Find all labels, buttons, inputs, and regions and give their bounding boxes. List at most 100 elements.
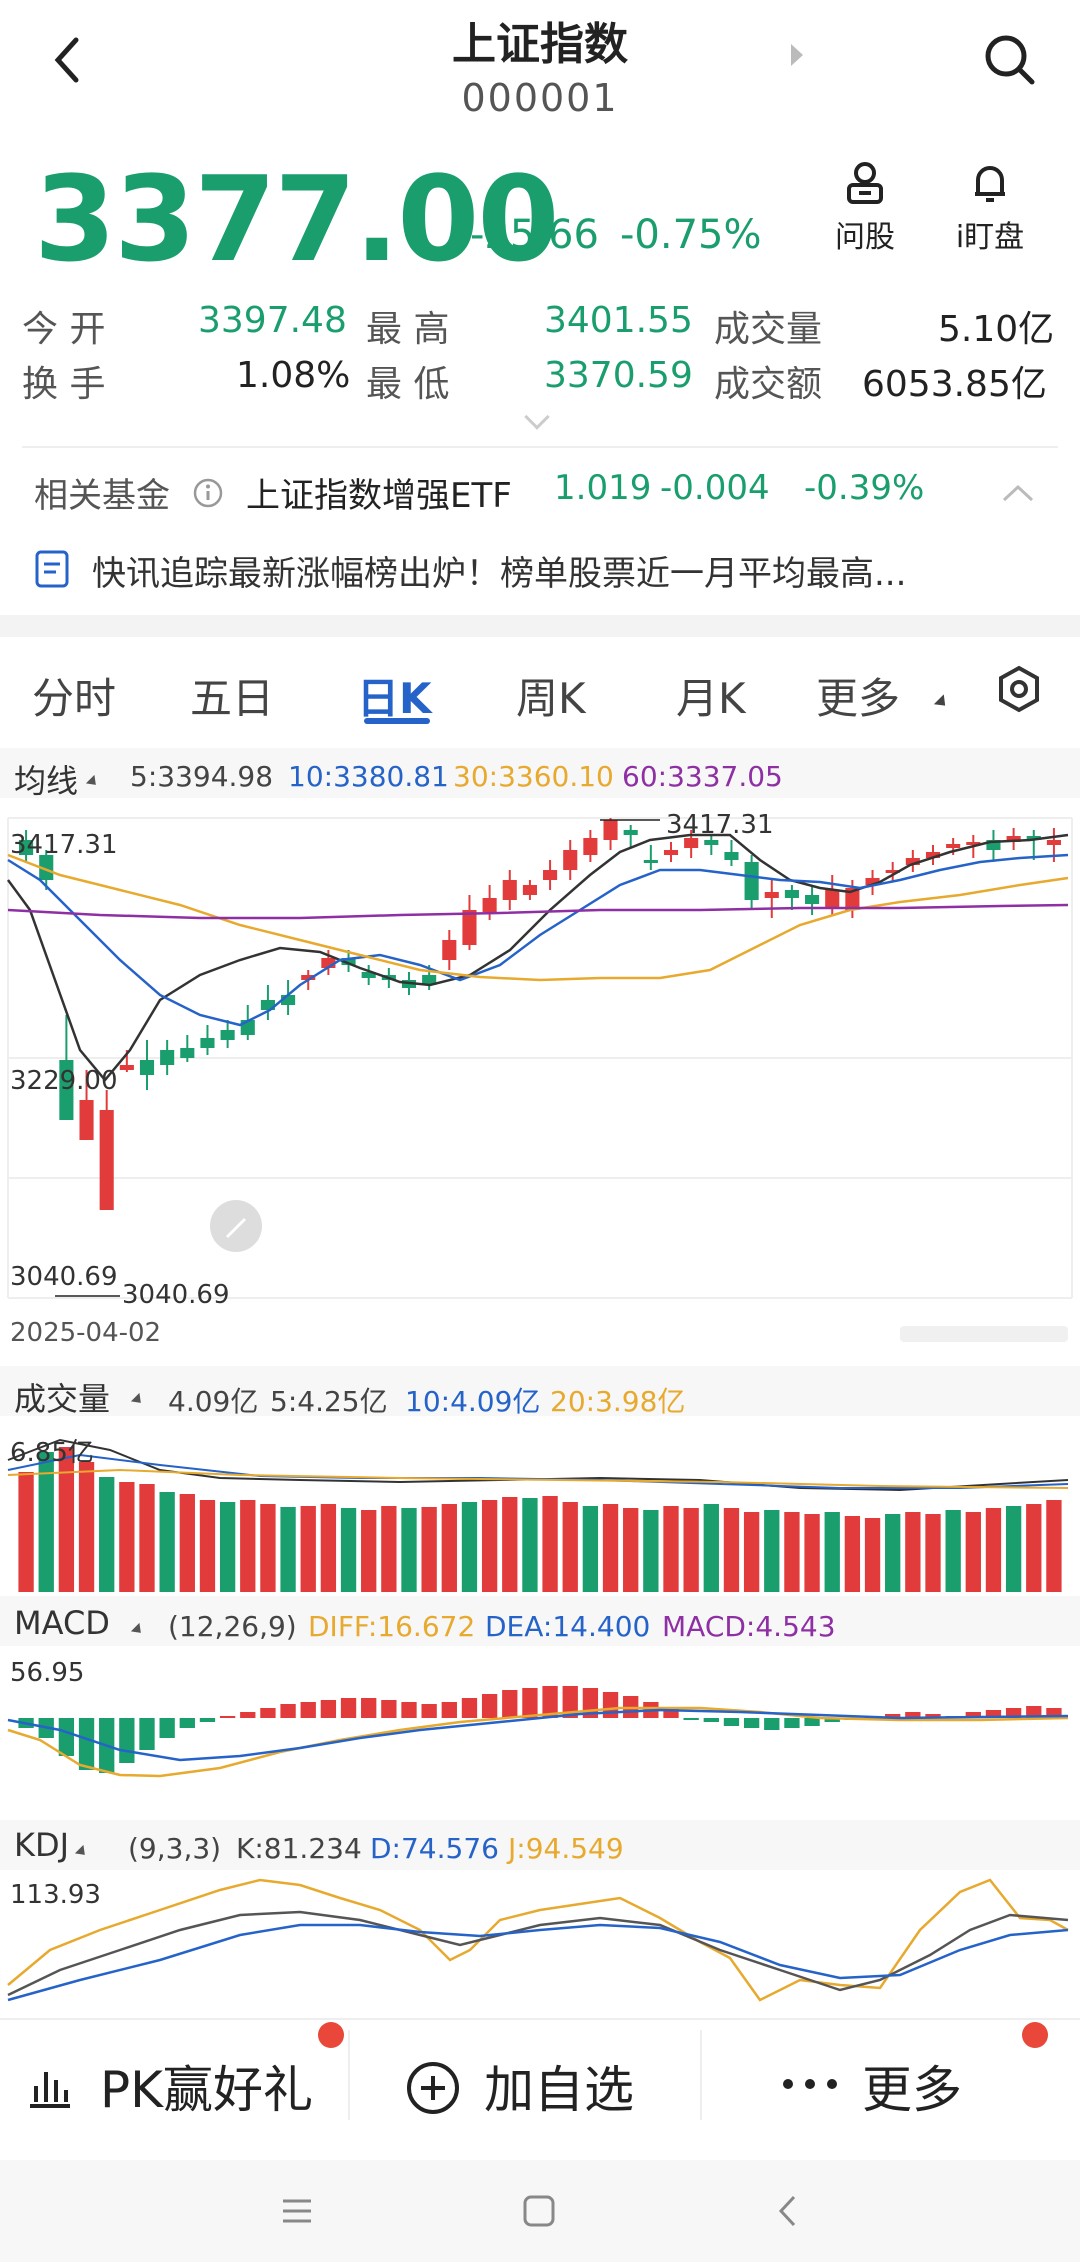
candle-body (482, 898, 497, 912)
candle-body (865, 878, 880, 885)
candle-body (321, 958, 336, 968)
volume-bar (562, 1502, 578, 1592)
macd-bar (320, 1700, 337, 1718)
kdj-params: (9,3,3) (128, 1832, 222, 1865)
candle-body (543, 870, 558, 880)
ma60-line (7, 903, 1069, 920)
volume-bar (280, 1507, 296, 1592)
kdj-indicator-label[interactable]: KDJ (14, 1826, 70, 1864)
tab-five-day[interactable]: 五日 (190, 674, 275, 723)
macd-bar (784, 1718, 800, 1728)
recent-apps-icon[interactable] (280, 2196, 314, 2226)
volume-bar (502, 1497, 518, 1592)
kdj-axis-top: 113.93 (10, 1880, 101, 1910)
low-value: 3370.59 (544, 355, 693, 396)
volume-indicator-label[interactable]: 成交量 (14, 1380, 111, 1418)
volume-bar (240, 1500, 256, 1592)
ma30-line (7, 853, 1069, 982)
macd-axis-top: 56.95 (10, 1658, 85, 1688)
candle-body (522, 885, 537, 895)
candle-body (663, 850, 679, 855)
macd-indicator-label[interactable]: MACD (14, 1604, 110, 1642)
candle-body (986, 840, 1001, 850)
volume-ma10: 10:4.09亿 (405, 1385, 541, 1418)
macd-bar (663, 1708, 679, 1718)
macd-row-bg (0, 1596, 1080, 1646)
back-icon[interactable] (40, 30, 100, 90)
candle-body (260, 1000, 275, 1010)
volume-bar (119, 1482, 135, 1592)
stock-code: 000001 (461, 76, 619, 120)
tab-monthly-k[interactable]: 月K (676, 674, 746, 723)
volume-bar (864, 1518, 881, 1592)
macd-chart[interactable] (0, 1680, 1080, 1820)
macd-bar (58, 1718, 75, 1756)
scroll-indicator[interactable] (900, 1326, 1068, 1342)
volume-bar (703, 1504, 719, 1592)
volume-chart[interactable] (0, 1420, 1080, 1592)
home-icon[interactable] (522, 2194, 556, 2228)
add-watchlist-button[interactable]: 加自选 (484, 2061, 634, 2119)
candle-body (220, 1030, 235, 1040)
candle-body (603, 820, 618, 840)
volume-bar (139, 1484, 155, 1592)
draw-tool-icon[interactable] (208, 1198, 264, 1254)
candle-body (704, 840, 719, 845)
macd-bar (199, 1718, 216, 1722)
turnover-label: 换 手 (22, 364, 106, 405)
settings-icon[interactable] (994, 664, 1044, 714)
candle-body (623, 830, 638, 835)
candle-body (180, 1048, 195, 1058)
kdj-row-bg (0, 1820, 1080, 1870)
watch-button[interactable]: i盯盘 (935, 160, 1045, 256)
high-marker-label: 3417.31 (666, 810, 774, 840)
macd-bar (824, 1718, 840, 1722)
macd-bar (381, 1700, 397, 1718)
system-nav-bar (0, 2160, 1080, 2262)
fund-name[interactable]: 上证指数增强ETF (246, 476, 512, 516)
kline-top-label: 3417.31 (10, 830, 118, 860)
next-arrow-icon[interactable] (791, 44, 803, 66)
kdj-d-line (7, 1923, 1069, 2002)
ask-stock-label: 问股 (835, 220, 895, 255)
info-icon[interactable] (193, 478, 223, 508)
turnover-value: 1.08% (236, 355, 351, 396)
kline-chart[interactable] (0, 800, 1080, 1300)
volume-bar (361, 1510, 377, 1592)
volume-bar (78, 1462, 95, 1592)
kdj-chart[interactable] (0, 1870, 1080, 2018)
candle-body (341, 958, 356, 965)
candle-body (724, 852, 739, 860)
volume-bar (905, 1512, 921, 1592)
ma-row-bg (0, 748, 1080, 798)
kdj-k-line (7, 1910, 1069, 1997)
ask-stock-button[interactable]: 问股 (810, 160, 920, 256)
volume-bar (582, 1506, 599, 1592)
tab-more[interactable]: 更多 (816, 674, 901, 723)
search-icon[interactable] (980, 30, 1040, 90)
tab-weekly-k[interactable]: 周K (516, 674, 586, 723)
section-gap (0, 615, 1080, 637)
pk-button[interactable]: PK赢好礼 (100, 2061, 313, 2119)
ma30-value: 30:3360.10 (453, 760, 614, 793)
notification-dot (1022, 2022, 1048, 2048)
collapse-chevron-icon[interactable] (1000, 482, 1036, 504)
macd-bar (260, 1708, 276, 1718)
kdj-k: K:81.234 (236, 1832, 362, 1865)
bell-icon (975, 166, 1005, 202)
volume-bar (421, 1507, 437, 1592)
news-ticker[interactable]: 快讯追踪最新涨幅榜出炉！榜单股票近一月平均最高... (92, 554, 907, 594)
macd-bar (179, 1718, 195, 1728)
volume-bar (300, 1506, 316, 1592)
tab-daily-k[interactable]: 日K (357, 674, 432, 723)
volume-bar (522, 1498, 538, 1592)
candle-body (1046, 840, 1061, 845)
nav-back-icon[interactable] (776, 2194, 798, 2228)
ma-label[interactable]: 均线 (14, 762, 79, 800)
more-button[interactable]: 更多 (862, 2061, 962, 2119)
volume-bar (58, 1447, 75, 1592)
expand-chevron-icon[interactable] (524, 404, 550, 430)
tab-intraday[interactable]: 分时 (32, 674, 117, 723)
volume-current: 4.09亿 (168, 1385, 259, 1418)
macd-bar (804, 1718, 820, 1726)
